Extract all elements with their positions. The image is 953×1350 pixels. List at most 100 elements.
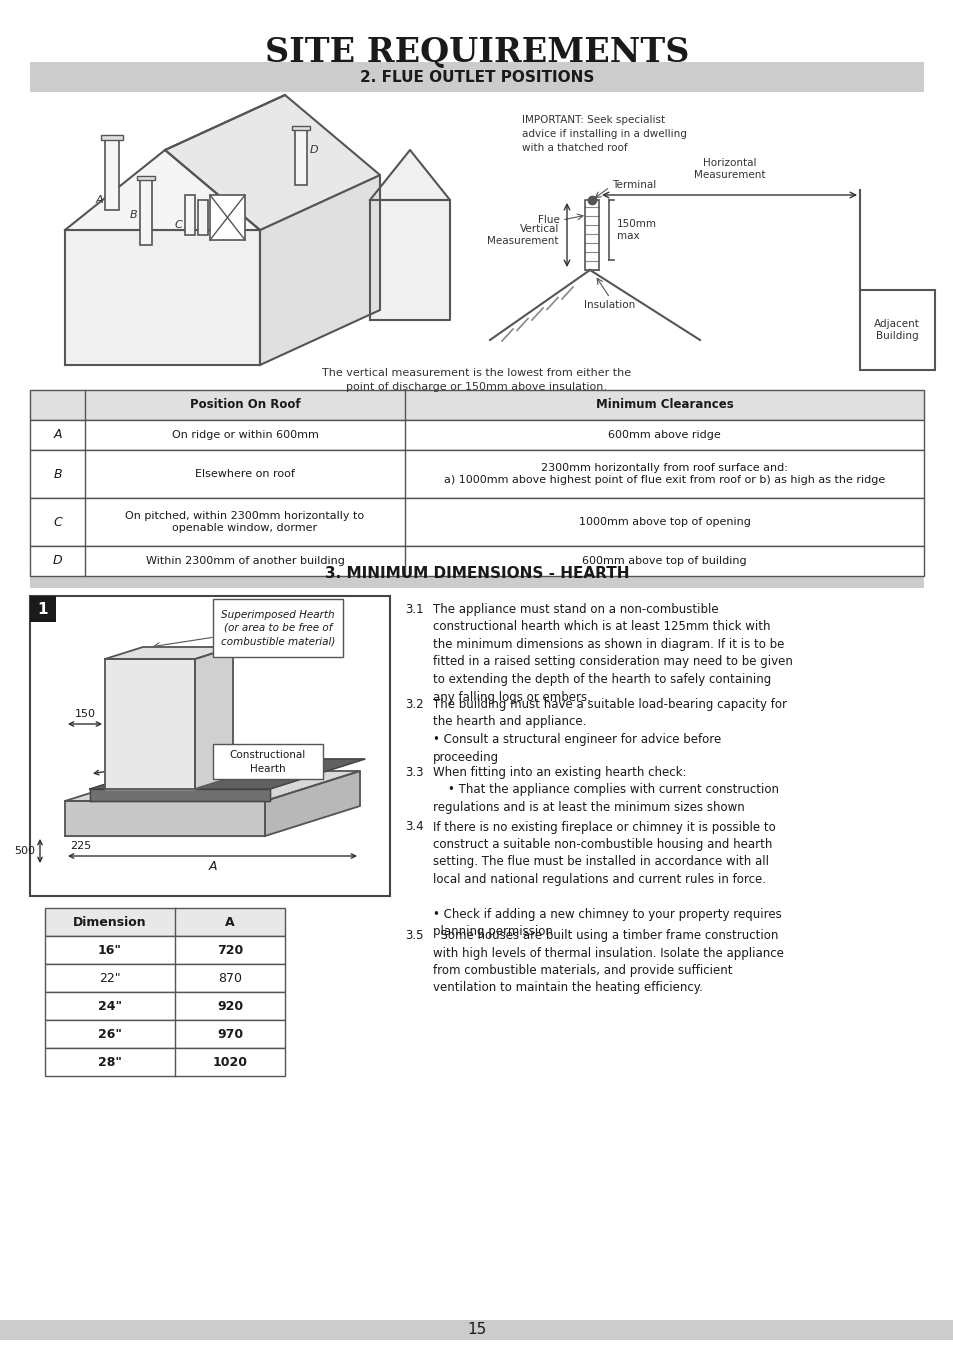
Bar xyxy=(30,498,923,545)
Bar xyxy=(210,194,245,240)
Bar xyxy=(30,390,923,420)
Text: 3.4: 3.4 xyxy=(405,821,423,833)
Text: Dimension: Dimension xyxy=(73,915,147,929)
Polygon shape xyxy=(65,150,260,230)
Polygon shape xyxy=(90,788,270,801)
Text: 225: 225 xyxy=(70,841,91,850)
Bar xyxy=(45,964,285,992)
Polygon shape xyxy=(265,771,359,836)
Text: A: A xyxy=(225,915,234,929)
Text: 3.3: 3.3 xyxy=(405,765,423,779)
Bar xyxy=(30,62,923,92)
Bar xyxy=(101,135,123,140)
Text: 2300mm horizontally from roof surface and:
a) 1000mm above highest point of flue: 2300mm horizontally from roof surface an… xyxy=(443,463,884,485)
Text: 970: 970 xyxy=(216,1027,243,1041)
Text: Minimum Clearances: Minimum Clearances xyxy=(595,398,733,412)
Text: 22": 22" xyxy=(99,972,121,984)
Bar xyxy=(45,1021,285,1048)
Bar xyxy=(105,140,119,211)
Text: 150mm
max: 150mm max xyxy=(617,219,657,242)
Text: 920: 920 xyxy=(216,999,243,1012)
Bar xyxy=(30,595,56,622)
Text: Within 2300mm of another building: Within 2300mm of another building xyxy=(146,556,344,566)
Text: 3.2: 3.2 xyxy=(405,698,423,711)
Bar xyxy=(185,194,194,235)
Polygon shape xyxy=(105,647,233,659)
Text: The appliance must stand on a non-combustible
constructional hearth which is at : The appliance must stand on a non-combus… xyxy=(433,603,792,703)
Text: If there is no existing fireplace or chimney it is possible to
construct a suita: If there is no existing fireplace or chi… xyxy=(433,821,781,938)
Polygon shape xyxy=(65,771,359,801)
Text: 3. MINIMUM DIMENSIONS - HEARTH: 3. MINIMUM DIMENSIONS - HEARTH xyxy=(324,566,629,580)
Text: 1: 1 xyxy=(38,602,49,617)
Text: 720: 720 xyxy=(216,944,243,957)
Text: C: C xyxy=(53,516,62,528)
Text: Flue: Flue xyxy=(537,215,559,225)
Polygon shape xyxy=(65,230,260,364)
Text: 24": 24" xyxy=(98,999,122,1012)
Bar xyxy=(45,992,285,1021)
Text: On ridge or within 600mm: On ridge or within 600mm xyxy=(172,431,318,440)
Bar xyxy=(140,180,152,244)
Text: 150: 150 xyxy=(108,753,129,763)
Polygon shape xyxy=(105,659,194,788)
Bar xyxy=(30,595,390,896)
Text: Horizontal
Measurement: Horizontal Measurement xyxy=(693,158,764,180)
Text: 3.5: 3.5 xyxy=(405,929,423,942)
Text: Vertical
Measurement: Vertical Measurement xyxy=(487,224,558,246)
Text: B: B xyxy=(130,211,137,220)
Text: A: A xyxy=(95,194,103,205)
Bar xyxy=(213,744,323,779)
Text: Constructional
Hearth: Constructional Hearth xyxy=(230,751,306,774)
Text: 600mm above top of building: 600mm above top of building xyxy=(581,556,746,566)
Polygon shape xyxy=(370,150,450,200)
Bar xyxy=(45,936,285,964)
Text: B: B xyxy=(53,467,62,481)
Text: SITE REQUIREMENTS: SITE REQUIREMENTS xyxy=(265,35,688,69)
Bar xyxy=(198,200,208,235)
Text: The building must have a suitable load-bearing capacity for
the hearth and appli: The building must have a suitable load-b… xyxy=(433,698,786,764)
Text: Elsewhere on roof: Elsewhere on roof xyxy=(194,468,294,479)
Text: D: D xyxy=(52,555,62,567)
Bar xyxy=(294,130,307,185)
Bar xyxy=(30,420,923,450)
Text: 26": 26" xyxy=(98,1027,122,1041)
Polygon shape xyxy=(370,200,450,320)
Text: On pitched, within 2300mm horizontally to
openable window, dormer: On pitched, within 2300mm horizontally t… xyxy=(125,512,364,533)
Text: 16": 16" xyxy=(98,944,122,957)
Polygon shape xyxy=(165,95,379,230)
Bar xyxy=(137,176,154,180)
Text: 2. FLUE OUTLET POSITIONS: 2. FLUE OUTLET POSITIONS xyxy=(359,69,594,85)
Polygon shape xyxy=(260,176,379,364)
Bar xyxy=(859,290,934,370)
Bar xyxy=(213,599,343,657)
Text: 150: 150 xyxy=(74,709,95,720)
Text: 1020: 1020 xyxy=(213,1056,247,1068)
Text: C: C xyxy=(174,220,182,230)
Text: 3.1: 3.1 xyxy=(405,603,423,616)
Text: 1000mm above top of opening: 1000mm above top of opening xyxy=(578,517,750,526)
Bar xyxy=(45,1048,285,1076)
Text: Superimposed Hearth
(or area to be free of
combustible material): Superimposed Hearth (or area to be free … xyxy=(220,610,335,647)
Text: 500: 500 xyxy=(14,846,35,856)
Text: A: A xyxy=(53,428,62,441)
Bar xyxy=(30,450,923,498)
Text: When fitting into an existing hearth check:
    • That the appliance complies wi: When fitting into an existing hearth che… xyxy=(433,765,779,814)
Polygon shape xyxy=(90,759,365,788)
Bar xyxy=(0,1320,953,1341)
Text: Insulation: Insulation xyxy=(584,300,635,310)
Text: D: D xyxy=(310,144,318,155)
Bar xyxy=(30,558,923,589)
Text: 870: 870 xyxy=(218,972,242,984)
Bar xyxy=(584,200,598,270)
Text: 15: 15 xyxy=(467,1323,486,1338)
Polygon shape xyxy=(194,647,233,788)
Bar xyxy=(30,545,923,576)
Bar xyxy=(45,909,285,936)
Text: 600mm above ridge: 600mm above ridge xyxy=(607,431,720,440)
Text: A: A xyxy=(208,860,216,873)
Text: The vertical measurement is the lowest from either the
point of discharge or 150: The vertical measurement is the lowest f… xyxy=(322,369,631,391)
Text: IMPORTANT: Seek specialist
advice if installing in a dwelling
with a thatched ro: IMPORTANT: Seek specialist advice if ins… xyxy=(521,115,686,153)
Polygon shape xyxy=(65,801,265,836)
Text: Terminal: Terminal xyxy=(612,180,656,190)
Text: Some houses are built using a timber frame construction
with high levels of ther: Some houses are built using a timber fra… xyxy=(433,929,783,995)
